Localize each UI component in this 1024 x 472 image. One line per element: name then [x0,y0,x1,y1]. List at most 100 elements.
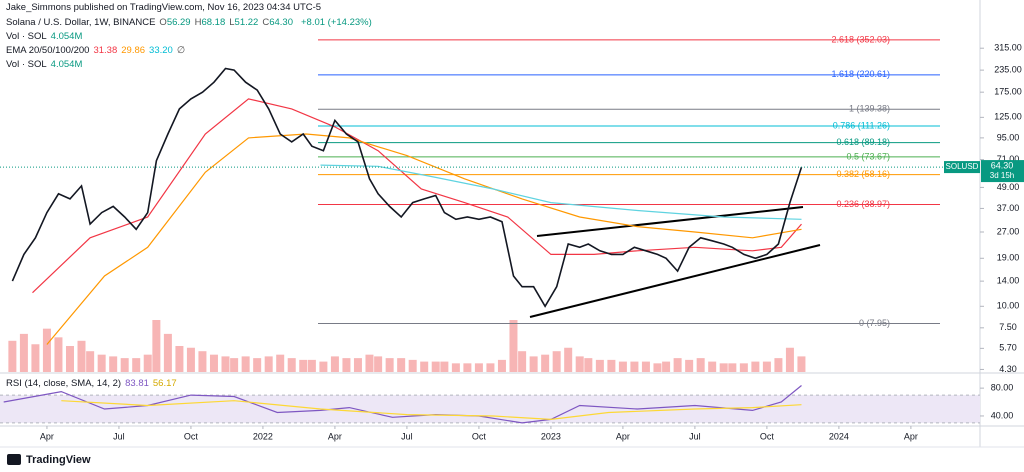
volume-bar [86,351,95,372]
logo: TradingView [7,454,91,466]
fib-label: 0.5 (73.67) [846,151,890,161]
volume-bar [431,361,440,372]
volume-bar [653,363,662,372]
footer-brand: TradingView [26,454,91,466]
volume-bar [253,358,262,372]
volume-bar [19,333,28,372]
y-tick-label: 175.00 [994,87,1022,97]
volume-bar [287,358,296,372]
value: 4.054M [50,59,83,70]
ema200: ∅ [176,45,186,56]
label: RSI (14, close, SMA, 14, 2) [6,378,122,389]
ohlc-value: 56.29 [166,17,191,28]
ohlc-label: C [262,17,270,28]
volume-bar [97,354,106,372]
y-tick-label: 95.00 [997,132,1020,142]
volume-bar [186,347,195,372]
volume-bar [209,354,218,372]
volume-bar [330,356,339,372]
volume-bar [774,358,783,372]
volume-bar [374,356,383,372]
volume-bar [109,356,118,372]
series-line [3,385,802,424]
volume-bar [463,363,472,372]
symbol-tag-text: SOLUSD [946,162,979,171]
price-tag [981,160,1024,183]
volume-bar [353,358,362,372]
trendline-lower [529,244,821,318]
x-tick-label: Jul [689,431,701,441]
symbol-line: Solana / U.S. Dollar, 1W, BINANCE O56.29 H… [6,17,376,28]
volume-bar [42,328,51,372]
volume-bar [230,358,239,372]
ohlc-value: 51.22 [234,17,259,28]
y-tick-label: 235.00 [994,64,1022,74]
volume-bar [486,363,495,372]
series-line [61,400,802,421]
y-tick-label: 10.00 [997,301,1020,311]
volume-bar [276,354,285,372]
volume-bar [54,337,63,372]
x-tick-label: Jul [113,431,125,441]
volume-bar [751,361,760,372]
ohlc-label: H [194,17,202,28]
y-tick-label: 7.50 [999,322,1017,332]
rsi-band [0,395,980,423]
volume-bar [552,351,561,372]
fib-label: 0.618 (89.18) [836,137,890,147]
volume-bar [719,363,728,372]
symbol: Solana / U.S. Dollar, 1W, BINANCE [6,17,156,28]
volume-bar [365,354,374,372]
label: Vol · SOL [6,59,47,70]
fib-label: 1 (139.38) [849,104,890,114]
x-tick-label: 2023 [541,431,561,441]
countdown: 3d 15h [990,171,1014,180]
volume-bar [319,361,328,372]
ema100: 33.20 [149,45,173,56]
x-tick-label: 2022 [253,431,273,441]
volume-bar [385,358,394,372]
rsi-ma-value: 56.17 [152,378,177,389]
y-tick-label: 27.00 [997,226,1020,236]
volume-bar [785,347,794,372]
x-tick-label: Apr [904,431,918,441]
ohlc-value: 64.30 [269,17,293,28]
y-tick-label: 40.00 [991,410,1014,420]
volume-bar [198,351,207,372]
fib-label: 2.618 (352.03) [831,34,890,44]
volume-bar [31,344,40,372]
volume-bar [451,363,460,372]
trendline-upper [536,206,804,237]
volume-bar [685,359,694,372]
volume-bar [307,359,316,372]
volume-bar [762,361,771,372]
ema20: 31.38 [93,45,118,56]
volume-bar [8,340,17,372]
volume-bar [440,361,449,372]
volume-bar [65,346,74,372]
ema-legend: EMA 20/50/100/200 31.38 29.86 33.20 ∅ [6,45,189,56]
x-tick-label: Oct [760,431,775,441]
volume-bar [509,320,518,372]
label: Vol · SOL [6,31,47,42]
volume-bar [673,358,682,372]
fib-label: 0 (7.95) [859,318,890,328]
volume-bar [408,359,417,372]
volume-bar [529,356,538,372]
fib-label: 0.236 (38.97) [836,199,890,209]
volume-bar [342,358,351,372]
volume-bar [175,346,184,372]
y-tick-label: 4.30 [999,364,1017,374]
volume-bar [797,356,806,372]
x-tick-label: 2024 [829,431,849,441]
volume-bar [630,361,639,372]
series-line [32,98,802,294]
y-tick-label: 80.00 [991,383,1014,393]
y-tick-label: 315.00 [994,43,1022,53]
symbol-tag [944,161,980,174]
volume-bar [607,359,616,372]
volume-bar [641,361,650,372]
ohlc: O56.29 H68.18 L51.22 C64.30 [159,17,297,28]
